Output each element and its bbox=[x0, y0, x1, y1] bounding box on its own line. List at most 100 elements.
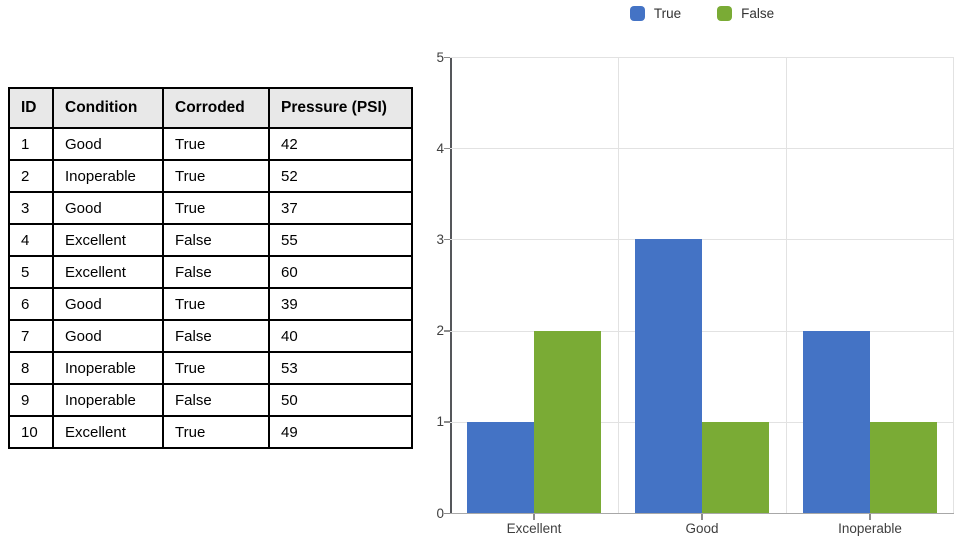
table-row: 2 Inoperable True 52 bbox=[8, 159, 413, 193]
legend-label-true: True bbox=[653, 6, 682, 21]
x-axis-label-inoperable: Inoperable bbox=[838, 521, 902, 536]
table-cell: Good bbox=[52, 127, 164, 161]
table-cell: 8 bbox=[8, 351, 54, 385]
y-axis-tick-4 bbox=[444, 147, 450, 150]
table-cell: 50 bbox=[268, 383, 413, 417]
bar-inoperable-false bbox=[870, 421, 937, 513]
table-row: 3 Good True 37 bbox=[8, 191, 413, 225]
table-row: 7 Good False 40 bbox=[8, 319, 413, 353]
table-header-row: ID Condition Corroded Pressure (PSI) bbox=[8, 87, 413, 129]
table-cell: 53 bbox=[268, 351, 413, 385]
table-row: 9 Inoperable False 50 bbox=[8, 383, 413, 417]
table-cell: 4 bbox=[8, 223, 54, 257]
table-cell: 37 bbox=[268, 191, 413, 225]
y-axis-tick-1 bbox=[444, 421, 450, 423]
header-cell-id: ID bbox=[8, 87, 54, 129]
header-cell-corroded: Corroded bbox=[162, 87, 270, 129]
y-axis-tick-0 bbox=[444, 512, 450, 514]
table-cell: True bbox=[162, 191, 270, 225]
gridline-y-4 bbox=[450, 148, 954, 150]
table-cell: 60 bbox=[268, 255, 413, 289]
table-cell: 49 bbox=[268, 415, 413, 449]
table-cell: Inoperable bbox=[52, 383, 164, 417]
y-axis-label-0: 0 bbox=[436, 505, 444, 521]
table-cell: 10 bbox=[8, 415, 54, 449]
table-cell: False bbox=[162, 255, 270, 289]
x-axis-label-good: Good bbox=[685, 521, 719, 536]
table-header-row: ID Condition Corroded Pressure (PSI) bbox=[8, 87, 413, 129]
table-row: 10 Excellent True 49 bbox=[8, 415, 413, 449]
table-cell: 55 bbox=[268, 223, 413, 257]
gridline-y-2 bbox=[450, 330, 954, 332]
x-axis-label-excellent: Excellent bbox=[506, 521, 562, 536]
table-row: 8 Inoperable True 53 bbox=[8, 351, 413, 385]
y-axis-label-2: 2 bbox=[436, 323, 444, 339]
legend-item-false: False bbox=[717, 6, 774, 21]
table-cell: False bbox=[162, 319, 270, 353]
table-cell: False bbox=[162, 223, 270, 257]
x-axis-tick-good bbox=[701, 514, 703, 520]
table-cell: Inoperable bbox=[52, 351, 164, 385]
header-cell-pressure-psi: Pressure (PSI) bbox=[268, 87, 413, 129]
x-axis-tick-inoperable bbox=[869, 514, 871, 520]
table-row: 1 Good True 42 bbox=[8, 127, 413, 161]
legend-swatch-false-icon bbox=[717, 6, 733, 21]
y-axis-tick-3 bbox=[444, 238, 450, 241]
table-cell: Good bbox=[52, 191, 164, 225]
table-cell: 6 bbox=[8, 287, 54, 321]
y-axis-line bbox=[450, 57, 452, 513]
table-body: 1 Good True 42 2 Inoperable True 52 3 Good True 37 4… bbox=[8, 127, 413, 449]
chart-legend: True False bbox=[450, 6, 954, 21]
legend-label-false: False bbox=[741, 6, 775, 21]
table-cell: True bbox=[162, 127, 270, 161]
table-cell: Excellent bbox=[52, 223, 164, 257]
y-axis-tick-2 bbox=[444, 330, 450, 332]
y-axis-label-4: 4 bbox=[436, 140, 444, 156]
table-row: 5 Excellent False 60 bbox=[8, 255, 413, 289]
pipes-table-container: ID Condition Corroded Pressure (PSI) 1 Good T… bbox=[8, 87, 413, 449]
gridline-y-3 bbox=[450, 239, 954, 241]
gridline-y-5 bbox=[450, 57, 954, 58]
table-cell: 1 bbox=[8, 127, 54, 161]
table-cell: True bbox=[162, 351, 270, 385]
table-cell: 52 bbox=[268, 159, 413, 193]
bar-good-false bbox=[702, 421, 769, 513]
table-row: 6 Good True 39 bbox=[8, 287, 413, 321]
table-cell: True bbox=[162, 287, 270, 321]
bar-good-true bbox=[635, 239, 702, 513]
table-cell: Excellent bbox=[52, 255, 164, 289]
table-cell: 3 bbox=[8, 191, 54, 225]
bar-inoperable-true bbox=[803, 330, 870, 513]
table-cell: True bbox=[162, 415, 270, 449]
y-axis-label-5: 5 bbox=[436, 49, 444, 65]
table-cell: Good bbox=[52, 287, 164, 321]
table-cell: 39 bbox=[268, 287, 413, 321]
x-axis-line bbox=[450, 512, 954, 514]
header-cell-condition: Condition bbox=[52, 87, 164, 129]
chart-plot-area: 0 1 2 3 4 5 Excellent Good Inoperable bbox=[436, 50, 954, 536]
gridline-x-1 bbox=[617, 57, 619, 513]
gridline-x-3 bbox=[953, 57, 954, 513]
table-cell: 7 bbox=[8, 319, 54, 353]
bar-excellent-true bbox=[467, 421, 534, 513]
y-axis-tick-5 bbox=[444, 56, 450, 58]
table-cell: Excellent bbox=[52, 415, 164, 449]
table-cell: 2 bbox=[8, 159, 54, 193]
table-cell: 9 bbox=[8, 383, 54, 417]
table-cell: Good bbox=[52, 319, 164, 353]
y-axis-label-1: 1 bbox=[436, 414, 444, 430]
table-cell: 40 bbox=[268, 319, 413, 353]
legend-swatch-true-icon bbox=[629, 6, 645, 21]
legend-item-true: True bbox=[629, 6, 682, 21]
gridline-x-2 bbox=[785, 57, 787, 513]
table-row: 4 Excellent False 55 bbox=[8, 223, 413, 257]
table-cell: 42 bbox=[268, 127, 413, 161]
pipes-table: ID Condition Corroded Pressure (PSI) 1 Good T… bbox=[8, 87, 413, 449]
bar-excellent-false bbox=[534, 330, 601, 513]
table-cell: False bbox=[162, 383, 270, 417]
y-axis-label-3: 3 bbox=[436, 231, 444, 247]
x-axis-tick-excellent bbox=[533, 514, 535, 520]
table-cell: 5 bbox=[8, 255, 54, 289]
table-cell: Inoperable bbox=[52, 159, 164, 193]
